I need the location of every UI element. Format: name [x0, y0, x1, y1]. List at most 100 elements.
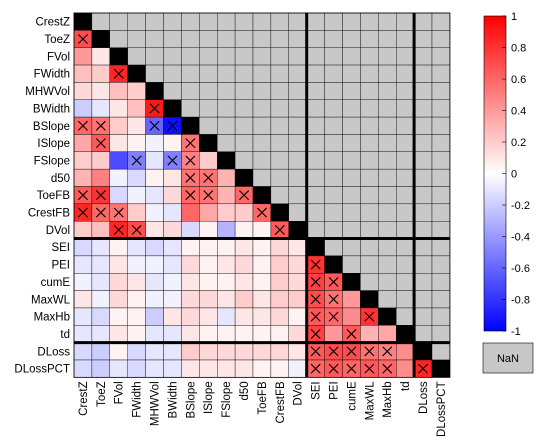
row-label: CrestFB — [28, 208, 71, 220]
heatmap-cell — [216, 47, 236, 66]
significance-mark — [418, 363, 429, 374]
heatmap-cell — [431, 325, 451, 343]
heatmap-cell — [413, 99, 433, 118]
column-label: MaxWL — [364, 381, 376, 421]
heatmap-cell — [234, 151, 254, 170]
heatmap-cell — [163, 47, 182, 66]
heatmap-cell — [252, 82, 272, 100]
colorbar-tick-label: 0.2 — [511, 137, 526, 149]
heatmap-cell — [73, 99, 93, 118]
heatmap-cell — [431, 30, 451, 48]
significance-mark — [77, 34, 88, 45]
heatmap-cell — [91, 290, 111, 309]
heatmap-cell — [342, 290, 361, 309]
heatmap-cell — [306, 64, 325, 83]
group-separators — [73, 12, 451, 378]
colorbar-tick-label: 1 — [511, 11, 517, 23]
heatmap-cell — [127, 342, 146, 361]
heatmap-cell — [234, 273, 254, 291]
heatmap-cell — [378, 203, 397, 222]
heatmap-cell — [288, 47, 307, 66]
significance-mark — [113, 68, 124, 79]
heatmap-cell — [216, 273, 236, 291]
heatmap-cell — [360, 64, 379, 83]
heatmap-cell — [216, 307, 236, 326]
significance-mark — [167, 120, 178, 131]
colorbar-tick-label: 0.6 — [511, 74, 526, 86]
significance-mark — [382, 363, 393, 374]
heatmap-cell — [73, 64, 93, 83]
heatmap-cell — [145, 151, 164, 170]
heatmap-cell — [252, 134, 272, 152]
heatmap-cell — [413, 168, 433, 187]
heatmap-cell — [163, 64, 182, 83]
heatmap-cell — [431, 255, 451, 274]
significance-mark — [310, 346, 321, 357]
heatmap-cell — [342, 203, 361, 222]
colorbar-tick-label: -0.4 — [511, 232, 530, 244]
heatmap-cell — [378, 186, 397, 205]
heatmap-cell — [127, 273, 146, 291]
heatmap-cell — [378, 134, 397, 152]
heatmap-cell — [342, 186, 361, 205]
heatmap-cell — [127, 64, 146, 83]
heatmap-cell — [413, 134, 433, 152]
heatmap-cell — [91, 12, 111, 31]
heatmap-cell — [413, 342, 433, 361]
heatmap-cell — [324, 168, 343, 187]
heatmap-cell — [288, 168, 307, 187]
heatmap-cell — [199, 203, 218, 222]
significance-mark — [203, 190, 214, 201]
heatmap-cell — [216, 99, 236, 118]
colorbar-tick-label: -0.6 — [511, 263, 530, 275]
heatmap-cell — [127, 203, 146, 222]
heatmap-cell — [324, 47, 343, 66]
heatmap-cell — [163, 342, 182, 361]
heatmap-cell — [234, 12, 254, 31]
heatmap-cell — [73, 134, 93, 152]
heatmap-cell — [73, 82, 93, 100]
column-label: PEI — [329, 381, 341, 400]
heatmap-cell — [270, 325, 289, 343]
heatmap-cell — [431, 359, 451, 378]
colorbar-tick-label: -0.8 — [511, 295, 530, 307]
heatmap-cell — [109, 290, 128, 309]
heatmap-cell — [324, 151, 343, 170]
heatmap-cell — [199, 307, 218, 326]
heatmap-cell — [431, 151, 451, 170]
heatmap-cell — [199, 151, 218, 170]
heatmap-cell — [252, 325, 272, 343]
heatmap-cell — [306, 47, 325, 66]
significance-mark — [95, 138, 106, 149]
heatmap-cell — [342, 64, 361, 83]
heatmap-cell — [127, 238, 146, 257]
colorbar-tick-label: 0 — [511, 169, 517, 181]
heatmap-cell — [199, 342, 218, 361]
heatmap-cell — [163, 82, 182, 100]
significance-mark — [346, 328, 357, 339]
heatmap-cell — [252, 116, 272, 135]
heatmap-cell — [252, 220, 272, 239]
heatmap-cell — [163, 134, 182, 152]
heatmap-cell — [216, 134, 236, 152]
heatmap-cell — [431, 342, 451, 361]
row-label: MHWVol — [25, 86, 70, 98]
heatmap-cell — [270, 99, 289, 118]
heatmap-cell — [234, 325, 254, 343]
row-label: d50 — [51, 173, 70, 185]
row-label: DVol — [46, 225, 70, 237]
heatmap-cell — [396, 273, 415, 291]
row-label: FSlope — [34, 155, 70, 167]
column-label: MHWVol — [150, 381, 162, 426]
significance-mark — [77, 207, 88, 218]
heatmap-cell — [234, 203, 254, 222]
heatmap-cell — [288, 290, 307, 309]
heatmap-cell — [270, 12, 289, 31]
heatmap-cell — [342, 307, 361, 326]
heatmap-cell — [252, 30, 272, 48]
heatmap-cell — [360, 203, 379, 222]
heatmap-cell — [270, 307, 289, 326]
heatmap-cell — [252, 12, 272, 31]
heatmap-cell — [413, 273, 433, 291]
heatmap-cell — [360, 186, 379, 205]
